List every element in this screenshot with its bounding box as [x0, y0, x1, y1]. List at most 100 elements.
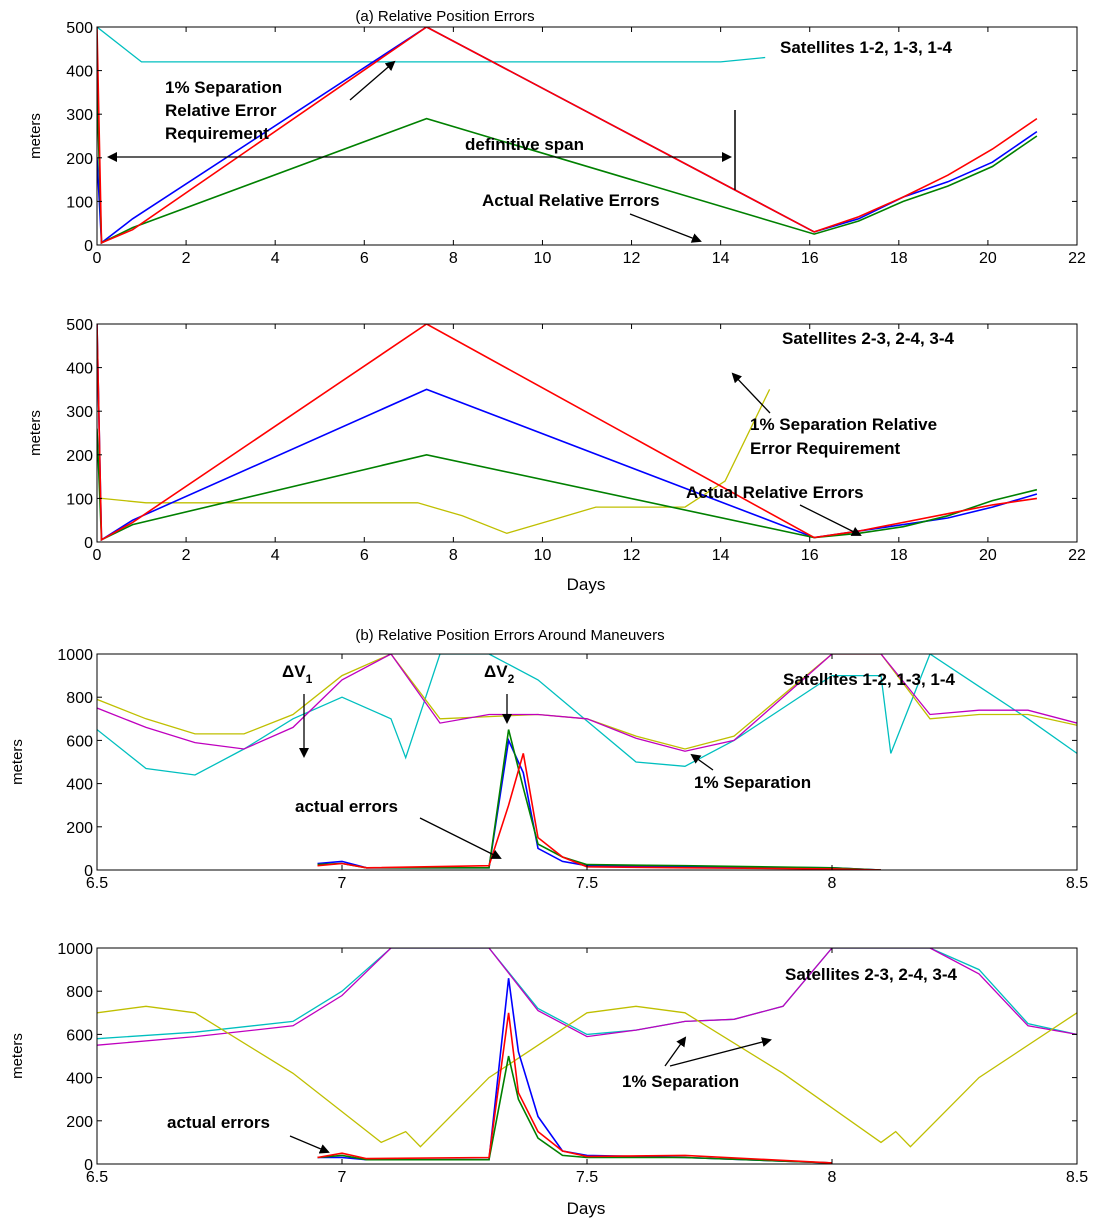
y-axis-label: meters	[27, 410, 44, 456]
dv2-text: ΔV	[484, 662, 508, 681]
y-tick-label: 200	[66, 448, 93, 465]
x-tick-label: 8	[449, 250, 458, 267]
actual-errors-arrow-b-top	[419, 817, 502, 859]
x-tick-label: 4	[271, 250, 280, 267]
x-tick-label: 7.5	[576, 875, 598, 892]
y-tick-label: 0	[84, 535, 93, 552]
series-cyan-requirement	[97, 948, 1077, 1040]
y-tick-label: 800	[66, 984, 93, 1001]
requirement-label-line-2: Relative Error	[165, 101, 277, 120]
series-blue-error	[317, 737, 882, 870]
x-tick-label: 10	[534, 547, 552, 564]
x-tick-label: 6	[360, 547, 369, 564]
x-tick-label: 12	[623, 547, 641, 564]
separation-label-b-bottom: 1% Separation	[622, 1072, 739, 1091]
actual-errors-arrow-a-bottom	[799, 504, 862, 536]
y-tick-label: 800	[66, 690, 93, 707]
x-tick-label: 14	[712, 250, 730, 267]
series-green-error	[97, 87, 1038, 245]
y-tick-label: 100	[66, 491, 93, 508]
y-tick-label: 400	[66, 361, 93, 378]
separation-label-b-top: 1% Separation	[694, 773, 811, 792]
x-tick-label: 6.5	[86, 1169, 108, 1186]
plot-frame	[96, 26, 1078, 246]
x-tick-label: 22	[1068, 547, 1086, 564]
x-tick-label: 12	[623, 250, 641, 267]
panel-a-top-satellites-label: Satellites 1-2, 1-3, 1-4	[780, 38, 953, 57]
series-magenta-requirement	[97, 948, 1077, 1046]
series-group	[97, 948, 1077, 1164]
x-tick-label: 0	[93, 250, 102, 267]
x-tick-label: 22	[1068, 250, 1086, 267]
x-tick-label: 2	[182, 547, 191, 564]
title-a: (a) Relative Position Errors	[355, 8, 534, 25]
x-tick-label: 2	[182, 250, 191, 267]
x-tick-label: 14	[712, 547, 730, 564]
x-tick-label: 8.5	[1066, 1169, 1088, 1186]
x-tick-label: 16	[801, 547, 819, 564]
panel-b-top-satellites-label: Satellites 1-2, 1-3, 1-4	[783, 670, 956, 689]
y-tick-label: 300	[66, 107, 93, 124]
x-tick-label: 6	[360, 250, 369, 267]
series-red-error	[97, 324, 1038, 542]
x-tick-label: 8	[828, 1169, 837, 1186]
panel-b-top: 6.5 7 7.5 8 8.5 0 200 400 600 800 1000 meters	[9, 647, 1088, 892]
x-tick-label: 10	[534, 250, 552, 267]
title-b: (b) Relative Position Errors Around Mane…	[355, 627, 664, 644]
actual-errors-arrow-a-top	[629, 213, 702, 243]
requirement-label-line-1: 1% Separation	[165, 78, 282, 97]
series-yellow-requirement	[97, 1005, 1077, 1148]
y-tick-label: 0	[84, 863, 93, 880]
x-axis-label-b: Days	[567, 1199, 606, 1218]
y-tick-label: 400	[66, 64, 93, 81]
y-tick-label: 0	[84, 1157, 93, 1174]
plot-frame	[96, 323, 1078, 543]
x-tick-label: 4	[271, 547, 280, 564]
x-tick-label: 16	[801, 250, 819, 267]
actual-errors-label-b-bottom: actual errors	[167, 1113, 270, 1132]
y-tick-label: 1000	[57, 647, 93, 664]
x-tick-label: 7	[338, 875, 347, 892]
y-tick-label: 500	[66, 20, 93, 37]
requirement-arrow-bottom	[731, 372, 771, 414]
x-tick-label: 20	[979, 250, 997, 267]
series-green-error	[317, 729, 882, 870]
x-tick-label: 0	[93, 547, 102, 564]
separation-arrow-b-top	[690, 753, 714, 771]
y-tick-label: 200	[66, 1114, 93, 1131]
y-tick-label: 600	[66, 733, 93, 750]
series-group	[97, 654, 1077, 870]
x-tick-label: 7.5	[576, 1169, 598, 1186]
y-tick-label: 1000	[57, 941, 93, 958]
x-tick-label: 8	[828, 875, 837, 892]
series-green-error	[317, 1055, 833, 1164]
requirement-label-line-3: Requirement	[165, 124, 269, 143]
series-blue-error	[97, 27, 1038, 245]
panel-a-bottom-satellites-label: Satellites 2-3, 2-4, 3-4	[782, 329, 955, 348]
actual-errors-arrow-b-bottom	[289, 1135, 330, 1154]
series-magenta-requirement	[97, 654, 1077, 752]
y-axis-label: meters	[9, 1033, 26, 1079]
dv1-subscript: 1	[306, 672, 313, 686]
series-red-error	[317, 753, 882, 870]
series-yellow-requirement	[101, 389, 771, 534]
x-tick-label: 7	[338, 1169, 347, 1186]
panel-b-bottom: 6.5 7 7.5 8 8.5 0 200 400 600 800 1000 meters	[9, 941, 1088, 1186]
y-tick-label: 300	[66, 404, 93, 421]
actual-errors-label-a-top: Actual Relative Errors	[482, 191, 660, 210]
x-axis-label-a: Days	[567, 575, 606, 594]
y-axis-label: meters	[27, 113, 44, 159]
dv1-text: ΔV	[282, 662, 306, 681]
panel-b-bottom-satellites-label: Satellites 2-3, 2-4, 3-4	[785, 965, 958, 984]
x-tick-label: 6.5	[86, 875, 108, 892]
dv2-label: ΔV2	[484, 662, 515, 686]
x-tick-label: 18	[890, 250, 908, 267]
y-tick-label: 600	[66, 1027, 93, 1044]
dv2-subscript: 2	[508, 672, 515, 686]
series-red-error	[317, 1012, 833, 1164]
requirement-label-bottom-line-2: Error Requirement	[750, 439, 901, 458]
dv1-label: ΔV1	[282, 662, 313, 686]
separation-arrow-b-bottom-2	[669, 1037, 772, 1067]
y-tick-label: 500	[66, 317, 93, 334]
